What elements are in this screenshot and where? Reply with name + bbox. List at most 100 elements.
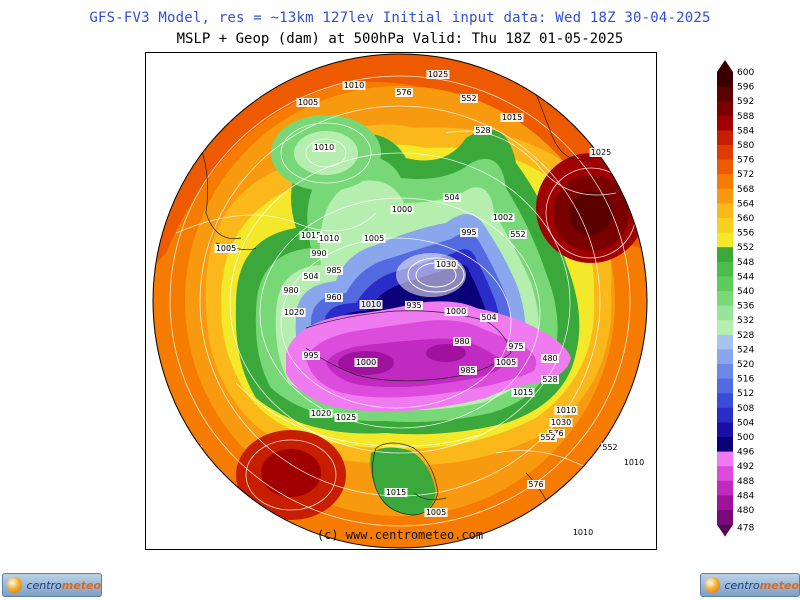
colorbar-level-label: 568 — [737, 185, 754, 195]
contour-value-label: 576 — [395, 88, 413, 97]
svg-text:1025: 1025 — [336, 413, 356, 422]
svg-text:1010: 1010 — [573, 528, 593, 537]
colorbar-level-label: 532 — [737, 316, 754, 326]
contour-value-label: 990 — [310, 249, 328, 258]
contour-value-label: 1000 — [444, 307, 468, 316]
contour-value-label: 528 — [541, 375, 559, 384]
colorbar-swatch — [717, 422, 733, 438]
contour-value-label: 1015 — [299, 231, 323, 240]
colorbar-swatch — [717, 291, 733, 307]
svg-text:1000: 1000 — [392, 205, 412, 214]
colorbar-swatch — [717, 378, 733, 394]
contour-value-label: 1005 — [424, 508, 448, 517]
colorbar-level-label: 564 — [737, 199, 754, 209]
svg-text:975: 975 — [508, 342, 523, 351]
contour-value-label: 1020 — [309, 409, 333, 418]
colorbar-level-label: 596 — [737, 83, 754, 93]
svg-text:1020: 1020 — [311, 409, 331, 418]
centrometeo-logo-left[interactable]: centrometeo — [2, 573, 102, 597]
contour-value-label: 1000 — [354, 358, 378, 367]
colorbar-level-label: 478 — [737, 524, 754, 534]
svg-text:1000: 1000 — [446, 307, 466, 316]
colorbar-swatch — [717, 364, 733, 380]
contour-value-label: 1030 — [434, 260, 458, 269]
contour-value-label: 552 — [539, 433, 557, 442]
colorbar-swatch — [717, 72, 733, 88]
colorbar-swatch — [717, 101, 733, 117]
colorbar-level-label: 580 — [737, 141, 754, 151]
svg-text:1030: 1030 — [551, 418, 571, 427]
colorbar-swatch — [717, 261, 733, 277]
svg-text:960: 960 — [326, 293, 341, 302]
contour-value-label: 980 — [453, 337, 471, 346]
colorbar-swatch — [717, 334, 733, 350]
weather-map: 1025 1010 576 552 1005 528 1010 1015 1025 1000 504… — [145, 52, 657, 550]
contour-value-label: 528 — [474, 126, 492, 135]
colorbar-swatch — [717, 466, 733, 482]
svg-text:576: 576 — [396, 88, 411, 97]
colorbar-swatch — [717, 437, 733, 453]
colorbar-level-label: 512 — [737, 389, 754, 399]
colorbar-swatch — [717, 115, 733, 131]
colorbar-swatch — [717, 159, 733, 175]
contour-value-label: 1005 — [214, 244, 238, 253]
logo-text-left: centrometeo — [26, 578, 101, 592]
svg-text:552: 552 — [540, 433, 555, 442]
svg-text:528: 528 — [542, 375, 557, 384]
contour-value-label: 1010 — [571, 528, 595, 537]
svg-text:1015: 1015 — [301, 231, 321, 240]
colorbar-level-label: 520 — [737, 360, 754, 370]
map-credit: (c) www.centrometeo.com — [316, 528, 484, 542]
colorbar-level-label: 544 — [737, 272, 754, 282]
colorbar-level-label: 500 — [737, 433, 754, 443]
contour-value-label: 1015 — [384, 488, 408, 497]
svg-text:1000: 1000 — [356, 358, 376, 367]
svg-text:552: 552 — [602, 443, 617, 452]
colorbar-swatch — [717, 451, 733, 467]
contour-value-label: 1025 — [426, 70, 450, 79]
colorbar-level-label: 548 — [737, 258, 754, 268]
colorbar-swatch — [717, 510, 733, 526]
contour-value-label: 504 — [302, 272, 320, 281]
colorbar-swatch — [717, 495, 733, 511]
colorbar-top-arrow — [717, 60, 733, 72]
colorbar-level-label: 516 — [737, 375, 754, 385]
contour-value-label: 960 — [325, 293, 343, 302]
svg-text:552: 552 — [461, 94, 476, 103]
contour-value-label: 576 — [527, 480, 545, 489]
contour-value-label: 552 — [601, 443, 619, 452]
contour-value-label: 1030 — [549, 418, 573, 427]
colorbar-level-label: 528 — [737, 331, 754, 341]
centrometeo-logo-right[interactable]: centrometeo — [700, 573, 800, 597]
colorbar-level-label: 572 — [737, 170, 754, 180]
colorbar-swatch — [717, 232, 733, 248]
colorbar-level-label: 480 — [737, 506, 754, 516]
contour-value-label: 1015 — [511, 388, 535, 397]
colorbar-swatch — [717, 218, 733, 234]
contour-value-label: 995 — [460, 228, 478, 237]
contour-value-label: 985 — [325, 266, 343, 275]
colorbar-level-label: 536 — [737, 302, 754, 312]
colorbar-level-label: 484 — [737, 491, 754, 501]
contour-value-label: 1005 — [296, 98, 320, 107]
logo-text-right: centrometeo — [724, 578, 799, 592]
svg-text:1010: 1010 — [319, 234, 339, 243]
colorbar-swatch — [717, 188, 733, 204]
colorbar-bottom-arrow — [717, 524, 733, 537]
svg-text:1020: 1020 — [284, 308, 304, 317]
svg-text:1010: 1010 — [344, 81, 364, 90]
svg-text:1030: 1030 — [436, 260, 456, 269]
color-scale-legend: 600 596 592 588 584 580 576 572 568 564 560 556 552 5… — [717, 60, 754, 537]
contour-value-label: 552 — [509, 230, 527, 239]
contour-value-label: 504 — [443, 193, 461, 202]
colorbar-level-label: 588 — [737, 112, 754, 122]
contour-value-label: 1005 — [494, 358, 518, 367]
svg-text:1005: 1005 — [426, 508, 446, 517]
contour-value-label: 1020 — [282, 308, 306, 317]
svg-text:1005: 1005 — [364, 234, 384, 243]
contour-value-label: 1010 — [554, 406, 578, 415]
svg-text:1002: 1002 — [493, 213, 513, 222]
colorbar-swatch — [717, 247, 733, 263]
colorbar-swatch — [717, 320, 733, 336]
colorbar-swatch — [717, 145, 733, 161]
